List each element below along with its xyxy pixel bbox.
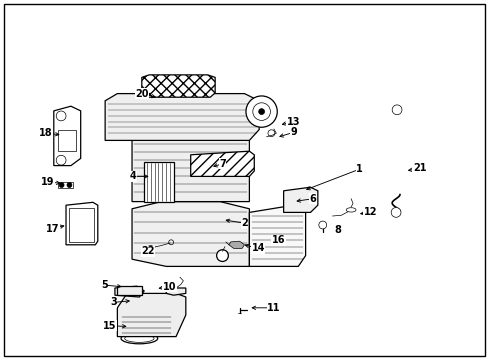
Text: 11: 11: [266, 303, 280, 313]
Circle shape: [216, 250, 228, 261]
Bar: [58, 130, 76, 151]
Text: 12: 12: [363, 207, 377, 217]
Text: 16: 16: [271, 235, 285, 246]
Text: 10: 10: [163, 282, 176, 292]
Bar: [58, 182, 73, 188]
Text: 20: 20: [135, 89, 148, 99]
Polygon shape: [283, 187, 317, 212]
Circle shape: [59, 183, 64, 188]
Bar: [144, 162, 173, 202]
Circle shape: [318, 221, 326, 229]
Text: 8: 8: [333, 225, 340, 235]
Polygon shape: [228, 241, 244, 248]
Ellipse shape: [121, 333, 157, 344]
Text: 17: 17: [45, 224, 59, 234]
Text: 7: 7: [219, 159, 225, 169]
Polygon shape: [132, 202, 249, 266]
Text: 1: 1: [355, 164, 362, 174]
Text: 3: 3: [110, 297, 117, 307]
Text: 4: 4: [129, 171, 136, 181]
Polygon shape: [117, 293, 185, 337]
Polygon shape: [142, 75, 215, 97]
Polygon shape: [115, 286, 144, 297]
Bar: [117, 286, 142, 295]
Polygon shape: [190, 151, 254, 176]
Text: 9: 9: [289, 127, 296, 138]
Text: 2: 2: [241, 218, 247, 228]
Circle shape: [252, 103, 270, 120]
Polygon shape: [132, 133, 249, 202]
Polygon shape: [105, 94, 259, 140]
Polygon shape: [249, 205, 305, 266]
Circle shape: [67, 183, 72, 188]
Circle shape: [245, 96, 277, 127]
Circle shape: [258, 109, 264, 114]
Polygon shape: [166, 288, 185, 295]
Text: 15: 15: [102, 321, 116, 331]
Text: 5: 5: [101, 280, 107, 290]
Text: 14: 14: [251, 243, 264, 253]
Text: 21: 21: [412, 163, 426, 174]
Text: 18: 18: [39, 128, 52, 138]
Ellipse shape: [346, 208, 355, 212]
Text: 19: 19: [41, 177, 55, 187]
Polygon shape: [66, 202, 98, 245]
Text: 22: 22: [141, 246, 155, 256]
Circle shape: [391, 105, 401, 115]
Bar: [69, 208, 94, 242]
Text: 6: 6: [309, 194, 316, 204]
Polygon shape: [54, 106, 81, 166]
Text: 13: 13: [286, 117, 300, 127]
Circle shape: [390, 207, 400, 217]
